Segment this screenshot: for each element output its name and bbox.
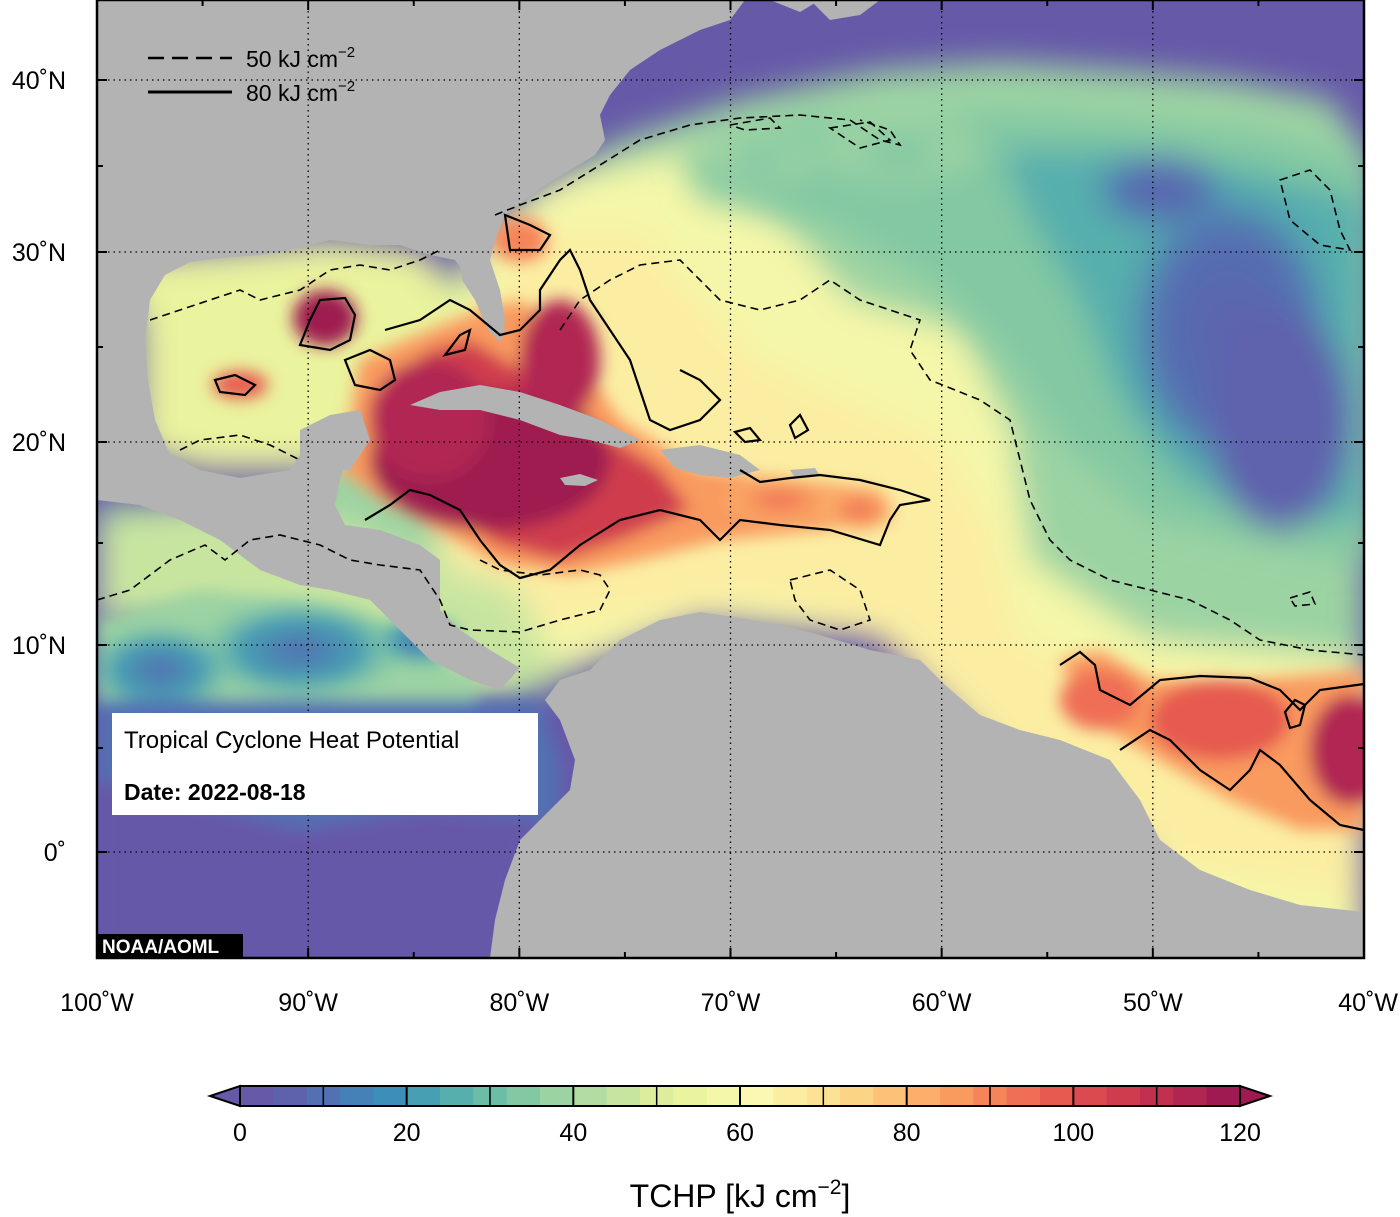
colorbar-cell <box>706 1086 741 1106</box>
legend-80-label: 80 kJ cm−2 <box>246 78 355 106</box>
lon-label: 40˚W <box>1338 989 1398 1017</box>
lon-label: 100˚W <box>60 989 134 1017</box>
colorbar-tick-label: 100 <box>1052 1119 1094 1147</box>
info-title: Tropical Cyclone Heat Potential <box>124 727 459 754</box>
contour-80-lines <box>213 213 1364 832</box>
colorbar-cell <box>1106 1086 1141 1106</box>
colorbar-cell <box>873 1086 908 1106</box>
colorbar-cell <box>573 1086 608 1106</box>
colorbar-cell <box>773 1086 808 1106</box>
colorbar-tick-label: 40 <box>559 1119 587 1147</box>
contour-50-lines <box>97 114 1364 656</box>
colorbar-cell <box>440 1086 474 1106</box>
colorbar-cell <box>940 1086 974 1106</box>
colorbar-cell <box>906 1086 941 1106</box>
colorbar-cells <box>240 1086 1241 1106</box>
land-florida <box>460 260 505 342</box>
land-masses <box>97 0 1364 958</box>
colorbar-cell <box>1073 1086 1108 1106</box>
colorbar-cell <box>740 1086 774 1106</box>
colorbar-tick-label: 20 <box>393 1119 421 1147</box>
info-date: Date: 2022-08-18 <box>124 779 306 805</box>
colorbar-tick-label: 80 <box>893 1119 921 1147</box>
colorbar-max-arrow <box>1239 1084 1274 1108</box>
colorbar-cell <box>840 1086 874 1106</box>
colorbar-ticks: 0 20 40 60 80 100 120 <box>233 1086 1261 1147</box>
colorbar: 0 20 40 60 80 100 120 TCHP [kJ cm−2] <box>206 1084 1274 1214</box>
lat-label: 40˚N <box>12 67 66 95</box>
colorbar-cell <box>273 1086 308 1106</box>
colorbar-cell <box>373 1086 408 1106</box>
land-south-america <box>490 612 1364 958</box>
lon-label: 80˚W <box>489 989 549 1017</box>
colorbar-tick-label: 120 <box>1219 1119 1261 1147</box>
colorbar-cell <box>340 1086 374 1106</box>
latitude-axis: 40˚N 30˚N 20˚N 10˚N 0˚ <box>12 67 1364 867</box>
colorbar-tick-label: 60 <box>726 1119 754 1147</box>
legend-50-label: 50 kJ cm−2 <box>246 44 355 72</box>
land-yucatan <box>300 410 370 470</box>
credit-badge: NOAA/AOML <box>97 934 243 958</box>
lon-label: 70˚W <box>701 989 761 1017</box>
info-box: Tropical Cyclone Heat Potential Date: 20… <box>112 713 538 815</box>
colorbar-min-arrow <box>206 1084 241 1108</box>
land-hispaniola <box>660 445 760 478</box>
colorbar-cell <box>673 1086 708 1106</box>
colorbar-cell <box>540 1086 574 1106</box>
land-cuba <box>410 385 640 448</box>
colorbar-tick-label: 0 <box>233 1119 247 1147</box>
colorbar-title: TCHP [kJ cm−2] <box>630 1176 851 1214</box>
colorbar-cell <box>240 1086 274 1106</box>
colorbar-cell <box>1006 1086 1041 1106</box>
land-north-america <box>97 0 820 690</box>
lat-label: 10˚N <box>12 632 66 660</box>
colorbar-cell <box>406 1086 441 1106</box>
colorbar-cell <box>1173 1086 1208 1106</box>
lat-label: 0˚ <box>44 839 66 867</box>
lon-label: 90˚W <box>278 989 338 1017</box>
colorbar-cell <box>1040 1086 1074 1106</box>
lon-label: 50˚W <box>1123 989 1183 1017</box>
lon-label: 60˚W <box>912 989 972 1017</box>
colorbar-cell <box>606 1086 641 1106</box>
guiana-hot-field <box>1060 650 1364 830</box>
ocean-cool-field <box>680 110 1364 560</box>
land-jamaica <box>560 474 598 486</box>
land-europe-canada-corner <box>810 0 880 20</box>
lat-label: 30˚N <box>12 239 66 267</box>
contour-legend: 50 kJ cm−2 80 kJ cm−2 <box>148 44 355 106</box>
lat-label: 20˚N <box>12 429 66 457</box>
colorbar-cell <box>1206 1086 1241 1106</box>
colorbar-cell <box>506 1086 541 1106</box>
credit-label: NOAA/AOML <box>102 937 220 958</box>
